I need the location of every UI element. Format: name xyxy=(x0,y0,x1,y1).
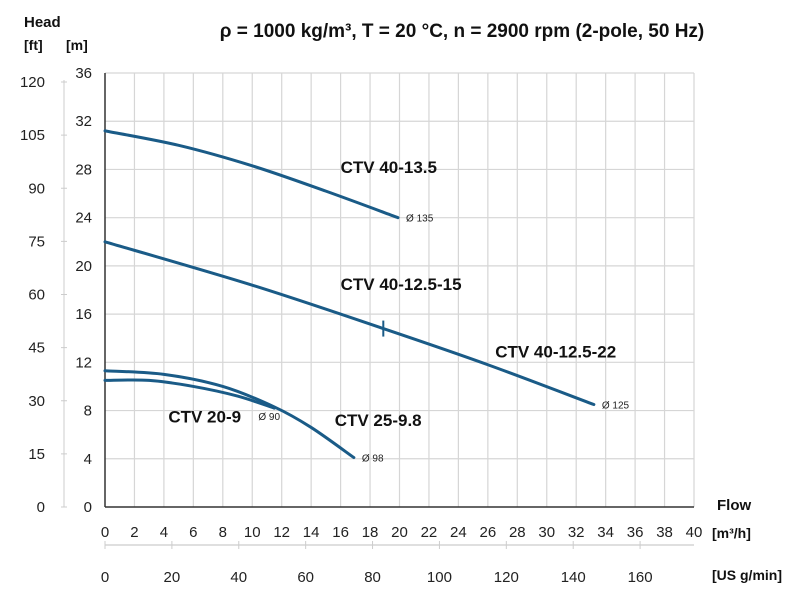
x-tick-label: 34 xyxy=(597,524,614,541)
chart-title: ρ = 1000 kg/m³, T = 20 °C, n = 2900 rpm … xyxy=(220,21,705,42)
diameter-label: Ø 98 xyxy=(362,454,384,465)
y-tick-label-ft: 75 xyxy=(28,233,45,250)
diameter-label: Ø 135 xyxy=(406,214,434,225)
y-tick-label-m: 16 xyxy=(75,306,92,323)
y-tick-label-ft: 0 xyxy=(37,499,45,516)
x-tick-label: 2 xyxy=(130,524,138,541)
x-tick-label: 14 xyxy=(303,524,320,541)
series-line-3 xyxy=(103,378,276,410)
x-tick-label: 12 xyxy=(273,524,290,541)
x-tick-label: 4 xyxy=(160,524,168,541)
gpm-tick-label: 120 xyxy=(494,569,519,586)
y-tick-label-m: 8 xyxy=(84,403,92,420)
gpm-tick-label: 0 xyxy=(101,569,109,586)
gpm-tick-label: 140 xyxy=(561,569,586,586)
y-unit-ft: [ft] xyxy=(24,37,43,53)
gpm-tick-label: 80 xyxy=(364,569,381,586)
x-tick-label: 6 xyxy=(189,524,197,541)
y-tick-label-ft: 15 xyxy=(28,446,45,463)
y-tick-label-m: 24 xyxy=(75,210,92,227)
y-axis-label: Head xyxy=(24,14,61,31)
x-tick-label: 24 xyxy=(450,524,467,541)
x-tick-label: 26 xyxy=(480,524,497,541)
y-tick-label-m: 20 xyxy=(75,258,92,275)
series-label: CTV 20-9 xyxy=(168,408,241,427)
x-tick-label: 38 xyxy=(656,524,673,541)
series-line-1 xyxy=(103,240,596,407)
series-label: CTV 40-13.5 xyxy=(341,158,437,177)
x-tick-label: 8 xyxy=(219,524,227,541)
y-tick-label-ft: 120 xyxy=(20,74,45,91)
y-tick-label-ft: 90 xyxy=(28,180,45,197)
series-line-2 xyxy=(103,369,356,460)
gpm-tick-label: 160 xyxy=(628,569,653,586)
series-label: CTV 40-12.5-22 xyxy=(495,343,616,362)
x-axis-label: Flow xyxy=(717,497,751,514)
x-tick-label: 10 xyxy=(244,524,261,541)
y-tick-label-ft: 60 xyxy=(28,287,45,304)
series-label: CTV 25-9.8 xyxy=(335,411,422,430)
y-unit-m: [m] xyxy=(66,37,88,53)
x-tick-label: 32 xyxy=(568,524,585,541)
series-line-0 xyxy=(103,129,400,220)
y-tick-label-m: 36 xyxy=(75,65,92,82)
y-tick-label-m: 32 xyxy=(75,113,92,130)
x-tick-label: 40 xyxy=(686,524,703,541)
x-tick-label: 22 xyxy=(421,524,438,541)
x-tick-label: 20 xyxy=(391,524,408,541)
gpm-tick-label: 60 xyxy=(297,569,314,586)
x-tick-label: 18 xyxy=(362,524,379,541)
x-tick-label: 0 xyxy=(101,524,109,541)
x-tick-label: 28 xyxy=(509,524,526,541)
gpm-tick-label: 100 xyxy=(427,569,452,586)
y-tick-label-m: 0 xyxy=(84,499,92,516)
y-tick-label-m: 4 xyxy=(84,451,92,468)
series-label: CTV 40-12.5-15 xyxy=(341,275,462,294)
x-tick-label: 16 xyxy=(332,524,349,541)
y-tick-label-m: 28 xyxy=(75,161,92,178)
y-tick-label-ft: 105 xyxy=(20,127,45,144)
y-tick-label-ft: 45 xyxy=(28,340,45,357)
y-tick-label-m: 12 xyxy=(75,354,92,371)
gpm-tick-label: 40 xyxy=(230,569,247,586)
diameter-label: Ø 125 xyxy=(602,401,630,412)
x-unit-gpm: [US g/min] xyxy=(712,567,782,583)
diameter-label: Ø 90 xyxy=(258,412,280,423)
y-tick-label-ft: 30 xyxy=(28,393,45,410)
x-tick-label: 30 xyxy=(538,524,555,541)
gpm-tick-label: 20 xyxy=(164,569,181,586)
x-unit-m3h: [m³/h] xyxy=(712,525,751,541)
x-tick-label: 36 xyxy=(627,524,644,541)
